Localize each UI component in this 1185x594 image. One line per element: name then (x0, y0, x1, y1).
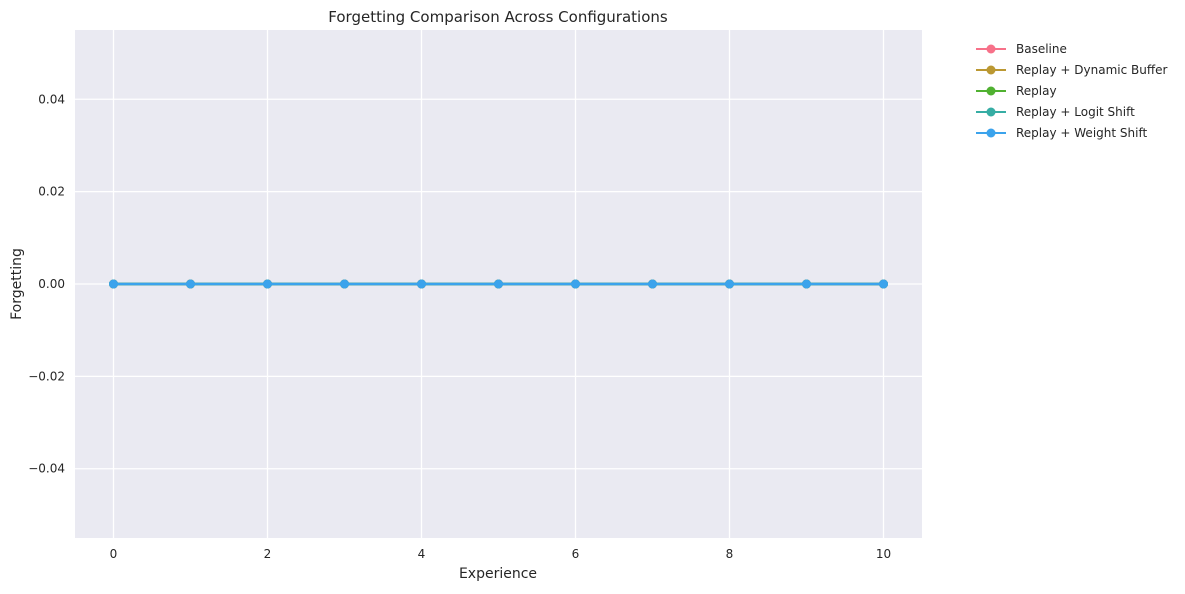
legend-marker (986, 44, 996, 54)
legend-label: Baseline (1016, 42, 1067, 56)
data-point (263, 279, 272, 289)
data-point (725, 279, 734, 289)
y-axis-ticks: 0.04 0.02 0.00 −0.02 −0.04 (28, 92, 65, 475)
data-point (494, 279, 503, 289)
data-point (186, 279, 195, 289)
x-tick-label: 8 (726, 547, 734, 561)
y-tick-label: −0.02 (28, 369, 65, 383)
data-point (417, 279, 426, 289)
series-4 (109, 279, 888, 289)
legend-item: Replay + Dynamic Buffer (976, 63, 1167, 77)
series-layer (109, 279, 888, 289)
data-point (340, 279, 349, 289)
x-tick-label: 10 (876, 547, 891, 561)
x-tick-label: 0 (110, 547, 118, 561)
y-tick-label: 0.04 (38, 92, 65, 106)
legend-marker (986, 128, 996, 138)
data-point (109, 279, 118, 289)
data-point (802, 279, 811, 289)
legend-marker (986, 65, 996, 75)
y-tick-label: −0.04 (28, 462, 65, 476)
legend-item: Replay + Weight Shift (976, 126, 1147, 140)
legend-marker (986, 86, 996, 96)
legend-item: Replay + Logit Shift (976, 105, 1135, 119)
legend-label: Replay (1016, 84, 1057, 98)
legend-label: Replay + Logit Shift (1016, 105, 1135, 119)
legend-item: Baseline (976, 42, 1067, 56)
y-axis-label: Forgetting (9, 248, 25, 320)
x-tick-label: 4 (418, 547, 426, 561)
data-point (879, 279, 888, 289)
legend-label: Replay + Weight Shift (1016, 126, 1147, 140)
x-axis-label: Experience (459, 566, 537, 582)
legend-label: Replay + Dynamic Buffer (1016, 63, 1167, 77)
x-axis-ticks: 0 2 4 6 8 10 (110, 547, 891, 561)
data-point (571, 279, 580, 289)
legend: Baseline Replay + Dynamic Buffer Replay Rep… (976, 42, 1167, 140)
x-tick-label: 2 (264, 547, 272, 561)
y-tick-label: 0.00 (38, 277, 65, 291)
x-tick-label: 6 (572, 547, 580, 561)
y-tick-label: 0.02 (38, 185, 65, 199)
data-point (648, 279, 657, 289)
legend-item: Replay (976, 84, 1057, 98)
legend-marker (986, 107, 996, 117)
chart-title: Forgetting Comparison Across Configurati… (328, 8, 668, 26)
